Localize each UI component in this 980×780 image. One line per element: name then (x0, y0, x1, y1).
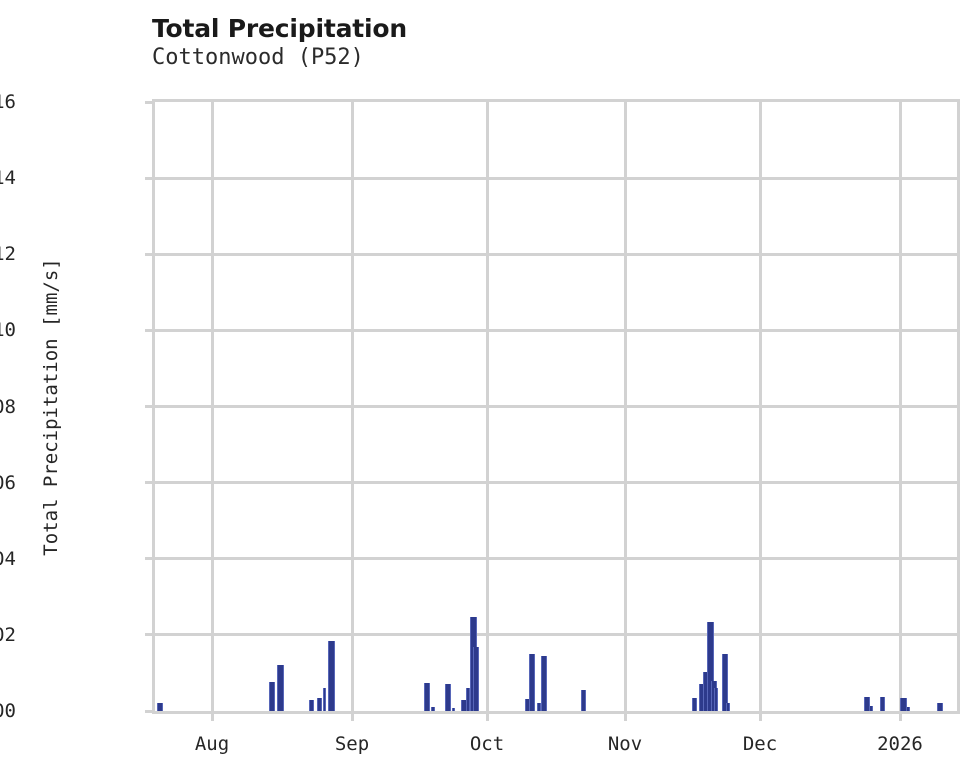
gridline-horizontal (155, 176, 957, 180)
y-axis-tick-label: 0.012 (0, 243, 16, 266)
y-axis-tick-label: 0.014 (0, 167, 16, 190)
bar (869, 705, 873, 711)
title-block: Total Precipitation Cottonwood (P52) (152, 14, 852, 71)
bar (937, 702, 943, 711)
bar (466, 688, 470, 711)
bar (323, 688, 326, 711)
gridline-vertical (758, 102, 762, 711)
x-axis-tick-label: Sep (334, 733, 370, 755)
bar (277, 664, 284, 711)
y-axis-tick-mark (145, 252, 152, 256)
gridline-horizontal (155, 557, 957, 561)
bar (707, 622, 714, 711)
x-axis-tick-mark (485, 714, 489, 721)
y-axis-tick-mark (145, 328, 152, 332)
bar (431, 707, 435, 711)
y-axis-tick-mark (145, 481, 152, 485)
x-axis-tick-mark (758, 714, 762, 721)
bar (880, 697, 885, 711)
bar (328, 640, 335, 711)
bar (424, 683, 430, 711)
bar (445, 683, 451, 711)
bar (452, 707, 455, 711)
bar (317, 697, 322, 711)
gridline-vertical (485, 102, 489, 711)
gridline-vertical (623, 102, 627, 711)
bar (692, 697, 697, 711)
bar (309, 699, 314, 711)
bar (864, 697, 870, 711)
x-axis-tick-label: Nov (607, 733, 643, 755)
bar (722, 654, 728, 711)
x-axis-tick-mark (623, 714, 627, 721)
y-axis-tick-label: 0.016 (0, 91, 16, 113)
bar (269, 681, 275, 711)
gridline-vertical (350, 102, 354, 711)
gridline-horizontal (155, 252, 957, 256)
bar (900, 698, 907, 711)
plot-area (152, 99, 960, 714)
y-axis-tick-mark (145, 709, 152, 713)
bar (906, 707, 910, 711)
x-axis-tick-label: Aug (194, 733, 230, 755)
plot-inner (155, 102, 957, 711)
gridline-horizontal (155, 481, 957, 485)
bar (714, 688, 718, 711)
y-axis-tick-mark (145, 405, 152, 408)
y-axis-tick-label: 0.002 (0, 623, 16, 646)
bar (529, 653, 535, 711)
gridline-horizontal (155, 328, 957, 332)
gridline-vertical (210, 102, 214, 711)
x-axis-tick-mark (350, 714, 354, 721)
bar (581, 689, 586, 711)
y-axis-tick-mark (145, 633, 152, 637)
y-axis-tick-mark (145, 176, 152, 180)
x-axis-tick-mark (210, 714, 214, 721)
y-axis-label: Total Precipitation [mm/s] (40, 258, 62, 556)
page-title: Total Precipitation (152, 14, 407, 43)
x-axis-tick-mark (898, 714, 902, 721)
gridline-horizontal (155, 405, 957, 408)
x-axis-tick-label: 2026 (877, 733, 923, 755)
bar (473, 647, 479, 711)
y-axis-tick-label: 0.000 (0, 700, 16, 722)
bar (726, 703, 730, 711)
bar (537, 702, 541, 711)
y-axis-tick-label: 0.010 (0, 319, 16, 342)
y-axis-tick-label: 0.008 (0, 395, 16, 418)
y-axis-tick-mark (145, 557, 152, 561)
y-axis-tick-mark (145, 100, 152, 104)
bar (541, 656, 547, 711)
gridline-horizontal (155, 633, 957, 637)
y-axis-tick-label: 0.006 (0, 471, 16, 494)
chart-subtitle: Cottonwood (P52) (152, 45, 364, 70)
bar (157, 702, 163, 711)
x-axis-tick-label: Oct (469, 733, 505, 755)
x-axis-tick-label: Dec (742, 733, 778, 755)
gridline-vertical (898, 102, 902, 711)
y-axis-tick-label: 0.004 (0, 547, 16, 570)
